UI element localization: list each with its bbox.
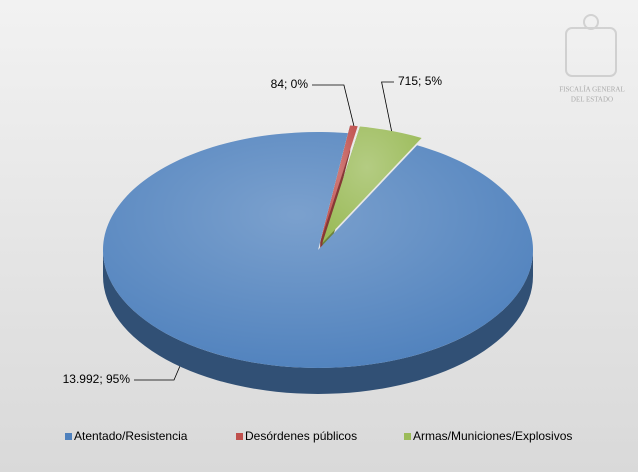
- data-label: 84; 0%: [271, 77, 309, 91]
- pie: 13.992; 95% 84; 0% 715; 5%: [63, 74, 534, 394]
- slice-side: [103, 250, 533, 394]
- legend-label: Atentado/Resistencia: [74, 429, 188, 443]
- leader-line: [312, 84, 355, 126]
- legend-label: Desórdenes públicos: [245, 429, 357, 443]
- data-label: 13.992; 95%: [63, 372, 131, 386]
- legend-swatch: [65, 433, 72, 440]
- data-label: 715; 5%: [398, 74, 442, 88]
- leader-line: [134, 366, 181, 381]
- slice-shine: [102, 131, 534, 368]
- leader-line: [381, 81, 394, 132]
- legend-label: Armas/Municiones/Explosivos: [413, 429, 572, 443]
- slice-shine: [322, 126, 422, 243]
- legend-swatch: [236, 433, 243, 440]
- watermark: FISCALÍA GENERAL: [559, 86, 625, 94]
- legend-swatch: [404, 433, 411, 440]
- watermark: DEL ESTADO: [571, 96, 613, 104]
- legend: Atentado/Resistencia Desórdenes públicos A…: [65, 429, 572, 443]
- slice-shine: [320, 125, 358, 243]
- crest: [565, 14, 617, 77]
